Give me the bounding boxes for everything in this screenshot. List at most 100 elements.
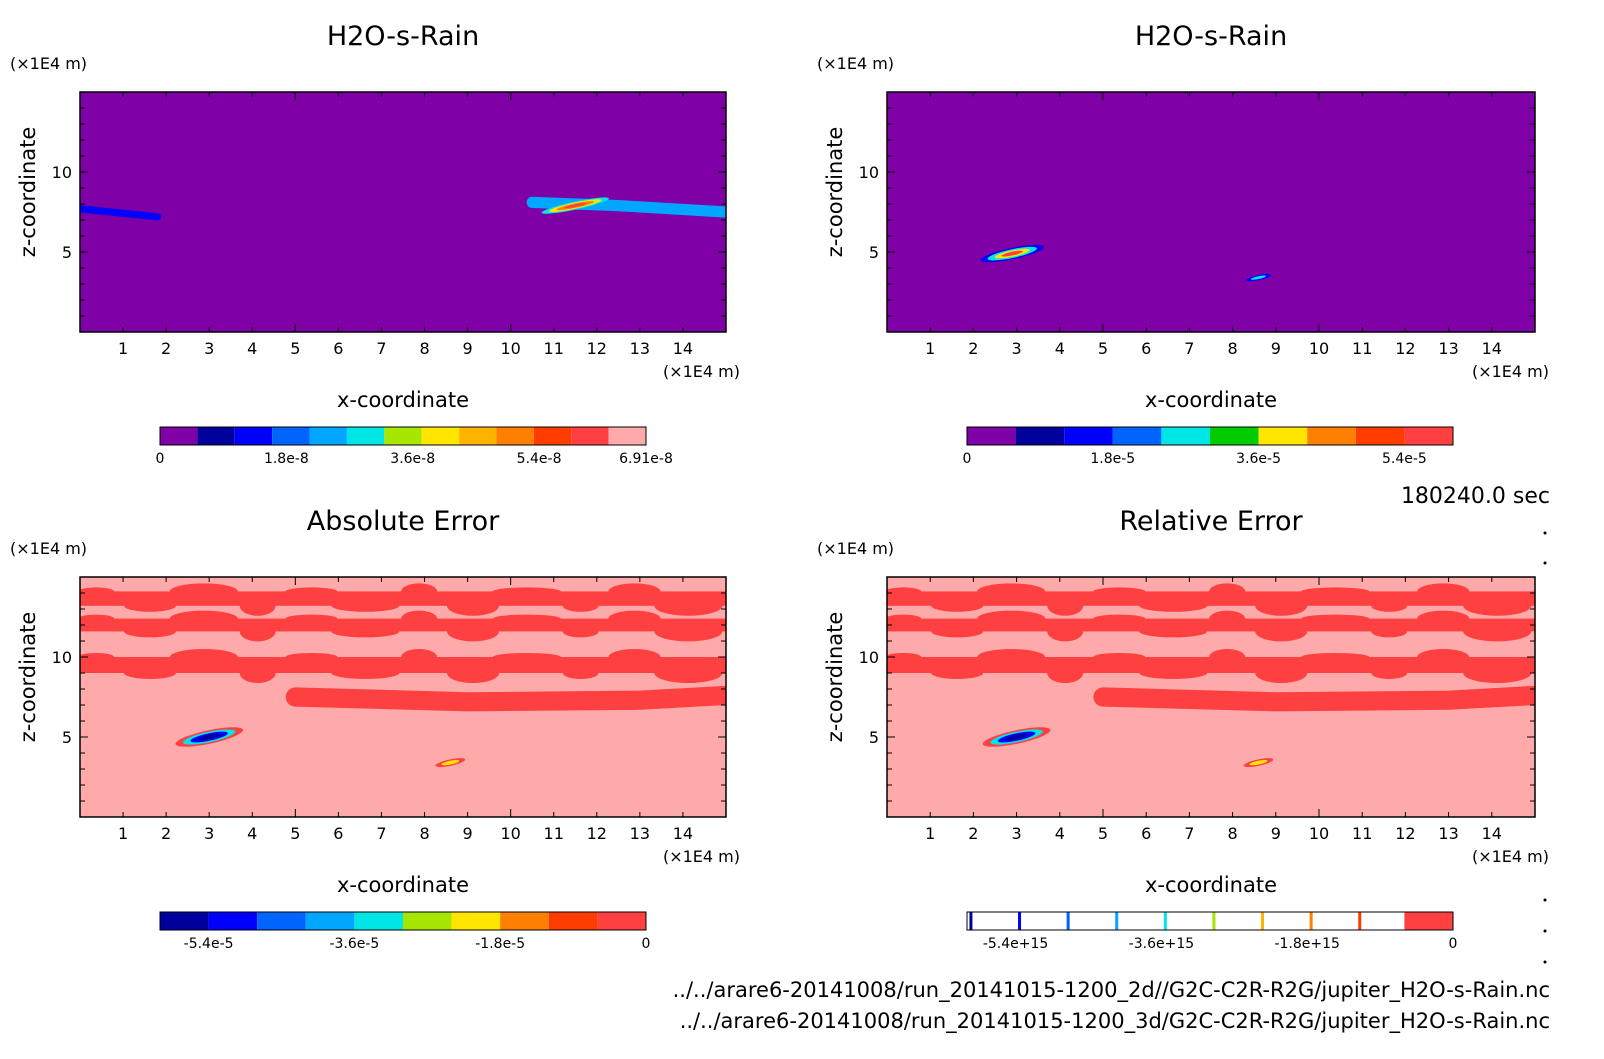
- contour-blob: [1005, 733, 1028, 741]
- contour-lobe: [1371, 599, 1408, 612]
- x-tick-label: 14: [673, 824, 693, 843]
- contour-lobe: [1047, 621, 1084, 642]
- colorbar-label: 0: [642, 936, 651, 952]
- x-tick-label: 12: [1395, 339, 1415, 358]
- contour-lobe: [887, 587, 922, 596]
- colorbar-label: 0: [156, 451, 165, 467]
- colorbar-swatch: [1358, 912, 1362, 930]
- colorbar-label: 1.8e-8: [264, 451, 309, 467]
- contour-lobe: [1209, 583, 1246, 600]
- contour-lobe: [492, 614, 561, 623]
- contour-lobe: [446, 595, 499, 616]
- contour-lobe: [1093, 653, 1146, 661]
- x-tick-label: 4: [1055, 339, 1065, 358]
- colorbar-swatch: [1355, 427, 1405, 445]
- x-tick-label: 10: [1309, 824, 1329, 843]
- z-tick-label: 5: [869, 243, 879, 262]
- panel-title: Relative Error: [1119, 506, 1303, 537]
- panel-title: H2O-s-Rain: [1135, 21, 1287, 52]
- colorbar-swatch: [1307, 912, 1356, 930]
- colorbar-label: -3.6e-5: [329, 936, 379, 952]
- contour-lobe: [654, 595, 723, 616]
- x-tick-label: 5: [1098, 824, 1108, 843]
- x-axis-label: x-coordinate: [337, 873, 469, 897]
- x-tick-label: 7: [1184, 824, 1194, 843]
- contour-field: [887, 577, 1535, 817]
- colorbar-frame: [159, 911, 647, 931]
- colorbar-swatch: [571, 427, 609, 445]
- contour-lobe: [1093, 587, 1146, 596]
- contour-lobe: [123, 599, 176, 612]
- colorbar-swatch: [1018, 912, 1022, 930]
- colorbar-frame: [966, 426, 1454, 446]
- x-tick-label: 11: [544, 824, 564, 843]
- x-tick-label: 2: [161, 339, 171, 358]
- x-tick-label: 8: [419, 824, 429, 843]
- colorbar-label: -5.4e-5: [184, 936, 234, 952]
- x-tick-label: 13: [1438, 824, 1458, 843]
- colorbar-label: -5.4e+15: [983, 936, 1048, 952]
- colorbar-swatch: [1309, 912, 1313, 930]
- field-background: [887, 92, 1535, 332]
- contour-blob: [1250, 275, 1267, 280]
- contour-lobe: [401, 649, 438, 665]
- x-unit-label: (×1E4 m): [663, 847, 740, 866]
- x-tick-label: 1: [118, 339, 128, 358]
- contour-field: [80, 92, 726, 332]
- x-tick-label: 6: [1141, 824, 1151, 843]
- z-axis-label: z-coordinate: [16, 127, 40, 258]
- field-background: [80, 92, 726, 332]
- contour-blob: [441, 759, 460, 766]
- contour-lobe: [1417, 583, 1470, 600]
- x-tick-label: 7: [376, 339, 386, 358]
- contour-lobe: [931, 667, 984, 679]
- colorbar-label: -3.6e+15: [1129, 936, 1194, 952]
- contour-lobe: [977, 583, 1046, 600]
- x-tick-label: 11: [544, 339, 564, 358]
- x-tick-label: 10: [500, 339, 520, 358]
- contour-lobe: [80, 614, 115, 623]
- plot-frame: [886, 91, 1536, 333]
- contour-lobe: [977, 610, 1046, 627]
- x-tick-label: 3: [204, 339, 214, 358]
- z-axis-label: z-coordinate: [823, 612, 847, 743]
- contour-lobe: [492, 587, 561, 596]
- contour-lobe: [887, 653, 922, 661]
- contour-lobe: [562, 667, 599, 679]
- contour-lobe: [446, 663, 499, 683]
- contour-lobe: [654, 621, 723, 642]
- stray-dot: [1543, 960, 1547, 964]
- contour-lobe: [654, 663, 723, 683]
- contour-lobe: [285, 614, 338, 623]
- colorbar-swatch: [257, 912, 306, 930]
- colorbar-swatch: [160, 912, 209, 930]
- colorbar-swatch: [384, 427, 422, 445]
- x-tick-label: 5: [290, 339, 300, 358]
- contour-lobe: [608, 649, 661, 665]
- z-tick-label: 10: [52, 648, 72, 667]
- colorbar-swatch: [451, 912, 501, 930]
- contour-lobe: [562, 625, 599, 638]
- contour-blob: [197, 733, 221, 741]
- z-unit-label: (×1E4 m): [817, 539, 894, 558]
- x-tick-label: 1: [925, 824, 935, 843]
- contour-lobe: [1255, 663, 1308, 683]
- z-tick-label: 10: [859, 163, 879, 182]
- plot-frame: [886, 576, 1536, 818]
- x-tick-label: 10: [1309, 339, 1329, 358]
- x-tick-label: 14: [673, 339, 693, 358]
- stray-dot: [1543, 898, 1547, 902]
- z-axis-label: z-coordinate: [823, 127, 847, 258]
- contour-field: [80, 577, 726, 817]
- x-tick-label: 8: [1228, 339, 1238, 358]
- plot-frame: [79, 576, 727, 818]
- contour-lobe: [239, 595, 276, 616]
- contour-lobe: [1301, 587, 1370, 596]
- contour-lobe: [1301, 653, 1370, 661]
- x-tick-label: 13: [630, 824, 650, 843]
- x-tick-label: 11: [1352, 339, 1372, 358]
- x-tick-label: 14: [1482, 824, 1502, 843]
